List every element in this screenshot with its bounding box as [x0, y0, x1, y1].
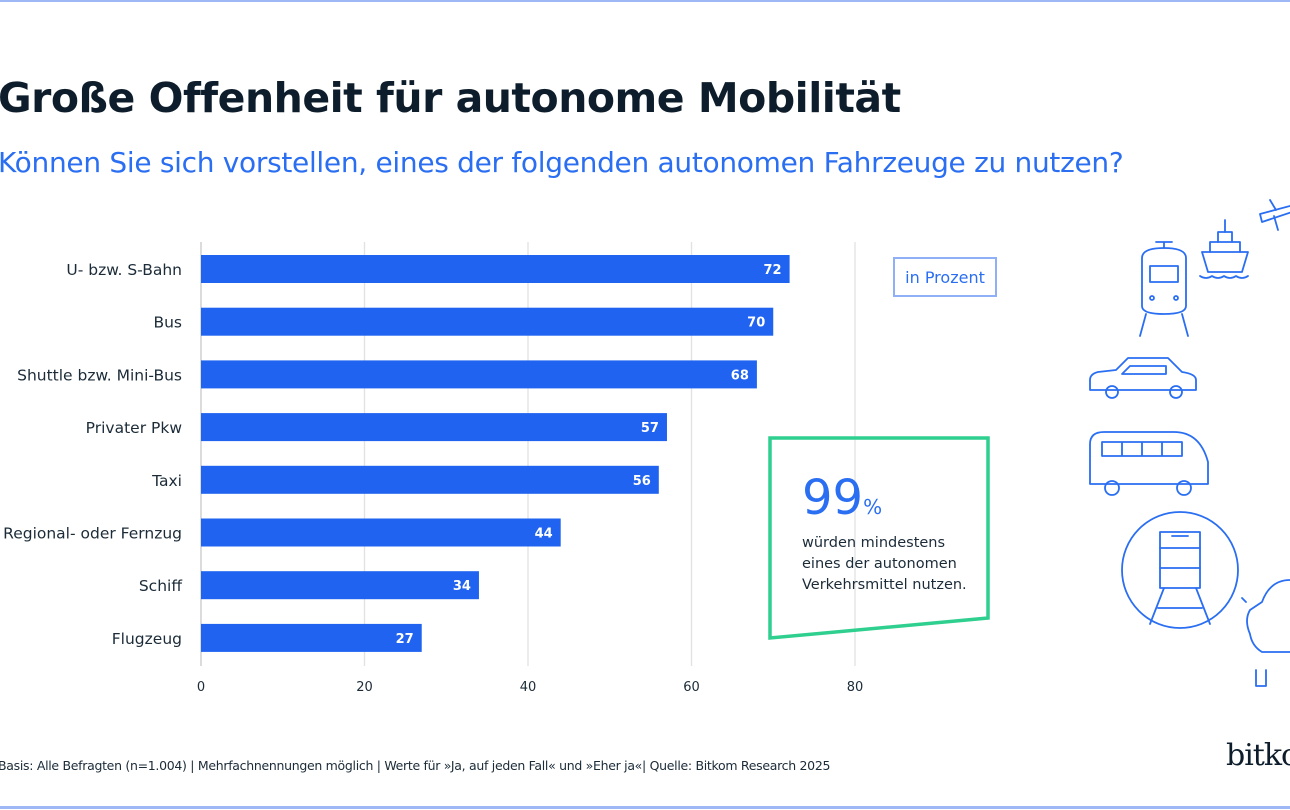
tram-icon: [1139, 241, 1189, 337]
car-front-icon: [1241, 579, 1290, 687]
bottom-border: [0, 806, 1290, 809]
bar: [201, 360, 757, 389]
bus-icon: [1089, 431, 1209, 496]
category-label: Flugzeug: [112, 630, 182, 648]
bitkom-logo: bitkom: [1226, 738, 1290, 773]
logo-text: bitkom: [1226, 738, 1290, 773]
data-label: 34: [453, 579, 471, 594]
data-label: 44: [535, 527, 553, 542]
callout-number: 99: [802, 470, 864, 526]
data-label: 72: [764, 263, 782, 278]
data-label: 57: [641, 421, 659, 436]
bar: [201, 413, 667, 442]
x-tick-label: 40: [520, 680, 537, 695]
bar: [201, 465, 659, 494]
category-label: U- bzw. S-Bahn: [66, 261, 182, 279]
bar: [201, 307, 774, 336]
bar: [201, 571, 479, 600]
category-label: Bus: [153, 314, 182, 332]
data-label: 68: [731, 368, 749, 383]
data-label: 56: [633, 474, 651, 489]
unit-label: in Prozent: [893, 257, 997, 297]
category-label: Schiff: [139, 577, 182, 595]
callout-value: 99%: [802, 470, 882, 526]
category-label: Taxi: [151, 472, 182, 490]
airplane-icon: [1259, 199, 1290, 231]
ship-icon: [1199, 219, 1249, 279]
category-label: Shuttle bzw. Mini-Bus: [17, 366, 182, 384]
transport-icons: [1089, 199, 1290, 687]
x-tick-label: 0: [197, 680, 205, 695]
car-icon: [1089, 357, 1197, 399]
callout-unit: %: [863, 495, 883, 519]
train-icon: [1121, 511, 1239, 629]
x-tick-label: 80: [847, 680, 864, 695]
top-border: [0, 0, 1290, 2]
page-subtitle: Können Sie sich vorstellen, eines der fo…: [0, 146, 1124, 179]
x-tick-label: 60: [683, 680, 700, 695]
data-label: 27: [396, 632, 414, 647]
callout-box: [768, 436, 992, 640]
x-tick-label: 20: [356, 680, 373, 695]
callout-frame: [768, 436, 990, 640]
category-label: Regional- oder Fernzug: [3, 525, 182, 543]
bar: [201, 623, 422, 652]
callout-text: würden mindestens eines der autonomen Ve…: [802, 535, 967, 593]
data-label: 70: [747, 316, 765, 331]
bar: [201, 255, 790, 283]
category-label: Privater Pkw: [86, 419, 183, 437]
bar: [201, 518, 561, 547]
footer-source: Basis: Alle Befragten (n=1.004) | Mehrfa…: [0, 758, 831, 773]
page-title: Große Offenheit für autonome Mobilität: [0, 74, 901, 122]
